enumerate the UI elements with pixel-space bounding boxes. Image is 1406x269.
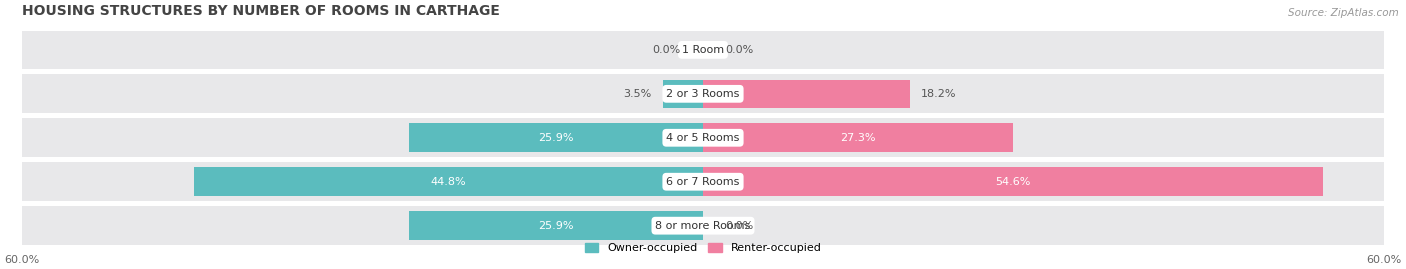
Text: 0.0%: 0.0% xyxy=(652,45,681,55)
Text: 0.0%: 0.0% xyxy=(725,221,754,231)
Text: 44.8%: 44.8% xyxy=(430,177,467,187)
Bar xyxy=(21,75,1385,113)
Text: Source: ZipAtlas.com: Source: ZipAtlas.com xyxy=(1288,8,1399,18)
Text: 1 Room: 1 Room xyxy=(682,45,724,55)
Bar xyxy=(409,123,703,152)
Bar xyxy=(21,118,1385,157)
Text: 4 or 5 Rooms: 4 or 5 Rooms xyxy=(666,133,740,143)
Text: 0.0%: 0.0% xyxy=(725,45,754,55)
Text: 2 or 3 Rooms: 2 or 3 Rooms xyxy=(666,89,740,99)
Text: HOUSING STRUCTURES BY NUMBER OF ROOMS IN CARTHAGE: HOUSING STRUCTURES BY NUMBER OF ROOMS IN… xyxy=(21,4,499,18)
Bar xyxy=(664,80,703,108)
Bar xyxy=(703,123,1012,152)
Bar xyxy=(194,167,703,196)
Text: 54.6%: 54.6% xyxy=(995,177,1031,187)
Bar xyxy=(703,167,1323,196)
Bar xyxy=(409,211,703,240)
Bar xyxy=(703,80,910,108)
Text: 25.9%: 25.9% xyxy=(538,133,574,143)
Bar xyxy=(21,206,1385,245)
Text: 18.2%: 18.2% xyxy=(921,89,956,99)
Text: 3.5%: 3.5% xyxy=(624,89,652,99)
Text: 6 or 7 Rooms: 6 or 7 Rooms xyxy=(666,177,740,187)
Bar xyxy=(21,162,1385,201)
Legend: Owner-occupied, Renter-occupied: Owner-occupied, Renter-occupied xyxy=(581,239,825,258)
Bar xyxy=(21,31,1385,69)
Text: 27.3%: 27.3% xyxy=(841,133,876,143)
Text: 8 or more Rooms: 8 or more Rooms xyxy=(655,221,751,231)
Text: 25.9%: 25.9% xyxy=(538,221,574,231)
